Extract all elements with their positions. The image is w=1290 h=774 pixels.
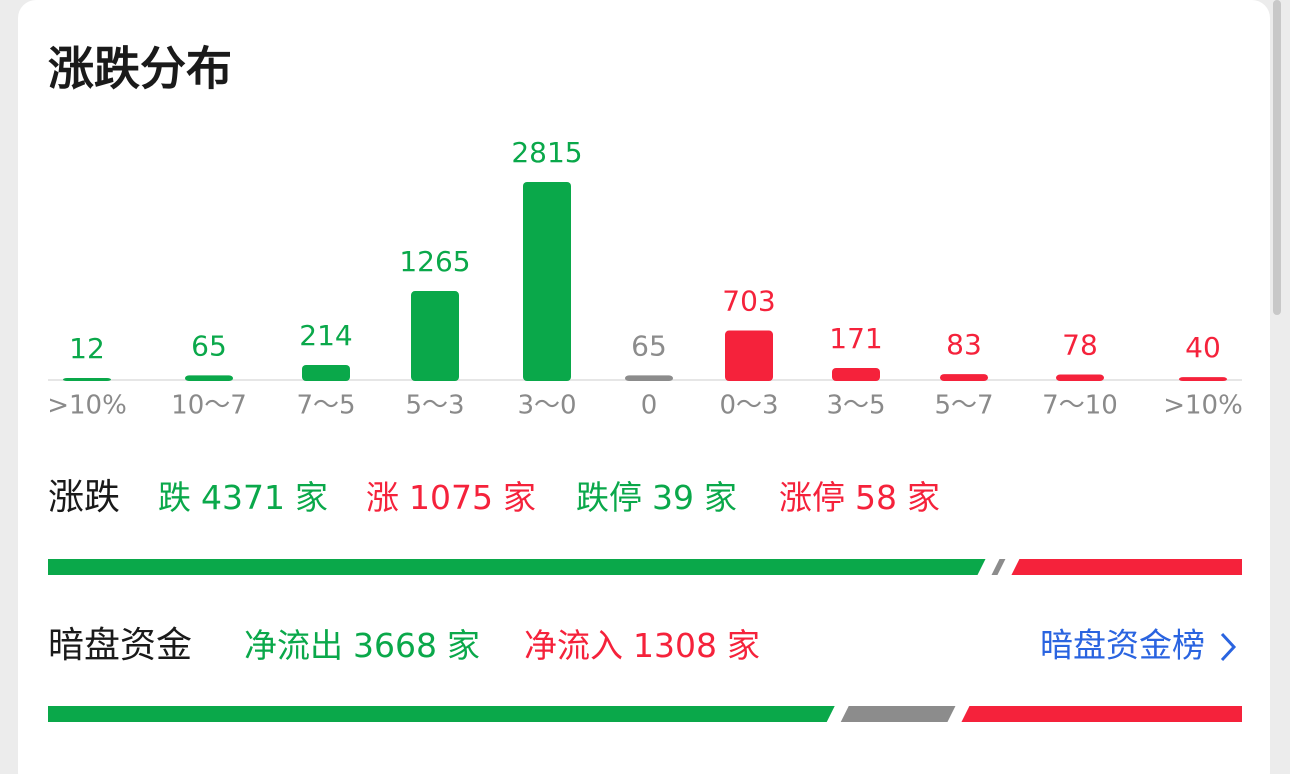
bar <box>185 375 233 381</box>
value-label: 2815 <box>511 136 582 169</box>
bar <box>940 374 988 381</box>
stat-prefix: 涨停 <box>779 478 845 517</box>
value-label: 214 <box>299 319 352 352</box>
stat-value: 3668 <box>353 626 437 665</box>
stat-item: 跌停 39 家 <box>576 478 737 517</box>
bar <box>63 378 111 381</box>
bar <box>523 182 571 381</box>
value-label: 65 <box>631 329 667 362</box>
category-label: 7～10 <box>1042 391 1118 421</box>
value-label: 703 <box>722 285 775 318</box>
card <box>18 0 1270 774</box>
progress-segment <box>48 559 986 575</box>
chart-title: 涨跌分布 <box>48 42 232 96</box>
stat-prefix: 涨 <box>366 478 399 517</box>
category-label: 5～7 <box>934 391 993 421</box>
stat-unit: 家 <box>727 626 760 665</box>
bar <box>625 375 673 381</box>
bar <box>1179 377 1227 381</box>
stat-item: 净流入 1308 家 <box>524 626 760 665</box>
stat-item: 涨停 58 家 <box>779 478 940 517</box>
value-label: 40 <box>1185 331 1221 364</box>
stat-prefix: 跌 <box>158 478 191 517</box>
progress-segment <box>48 706 835 722</box>
stat-unit: 家 <box>907 478 940 517</box>
bar <box>302 364 350 381</box>
stat-prefix: 净流入 <box>524 626 623 665</box>
stat-item: 涨 1075 家 <box>366 478 536 517</box>
progress-segment <box>840 706 956 722</box>
stat-value: 39 <box>652 478 694 517</box>
stat-unit: 家 <box>503 478 536 517</box>
stat-item: 净流出 3668 家 <box>244 626 480 665</box>
stat-unit: 家 <box>704 478 737 517</box>
value-label: 83 <box>946 328 982 361</box>
stat-unit: 家 <box>447 626 480 665</box>
stat-item: 跌 4371 家 <box>158 478 328 517</box>
progress-segment <box>991 559 1006 575</box>
bar <box>725 330 773 381</box>
value-label: 78 <box>1062 329 1098 362</box>
value-label: 12 <box>69 332 105 365</box>
category-label: 10～7 <box>171 391 247 421</box>
category-label: 3～5 <box>826 391 885 421</box>
category-label: 7～5 <box>296 391 355 421</box>
stat-prefix: 净流出 <box>244 626 343 665</box>
stat-value: 1308 <box>633 626 717 665</box>
stat-unit: 家 <box>295 478 328 517</box>
stat-prefix: 跌停 <box>576 478 642 517</box>
stat-value: 4371 <box>201 478 285 517</box>
value-label: 1265 <box>399 245 470 278</box>
bar <box>832 367 880 381</box>
value-label: 65 <box>191 329 227 362</box>
progress-segment <box>1011 559 1242 575</box>
bar <box>1056 374 1104 381</box>
category-label: 0 <box>641 391 658 421</box>
stat-value: 58 <box>855 478 897 517</box>
stat-value: 1075 <box>409 478 493 517</box>
progress-segment <box>961 706 1242 722</box>
chevron-icon[interactable] <box>1220 632 1237 662</box>
value-label: 171 <box>829 322 882 355</box>
scrollbar <box>1273 0 1281 315</box>
category-label: 0～3 <box>719 391 778 421</box>
bar <box>411 291 459 381</box>
summary-label: 涨跌 <box>48 477 120 518</box>
flow-link[interactable]: 暗盘资金榜 <box>1040 626 1205 665</box>
category-label: >10% <box>47 391 127 421</box>
category-label: >10% <box>1163 391 1243 421</box>
category-label: 3～0 <box>517 391 576 421</box>
flow-label: 暗盘资金 <box>48 625 192 666</box>
category-label: 5～3 <box>405 391 464 421</box>
